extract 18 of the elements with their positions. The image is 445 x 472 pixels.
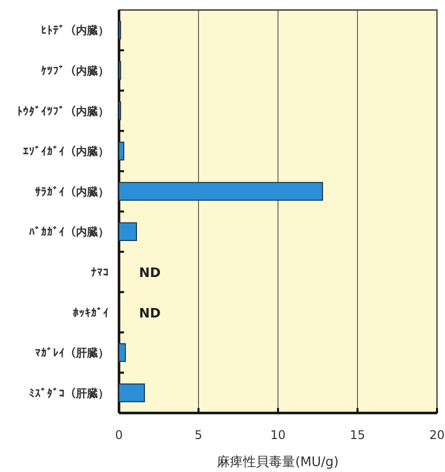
text: ND xyxy=(139,266,161,281)
y-tick-label: ｴｿﾞｲｶﾞｲ（内臓） xyxy=(23,145,109,158)
text: ND xyxy=(139,306,161,322)
y-tick-label: ﾐｽﾞﾀﾞｺ（肝臓） xyxy=(29,386,109,400)
y-tick-label: ﾄｳﾀﾞｲﾂﾌﾞ（内臓） xyxy=(17,104,109,118)
y-tick-label: ﾊﾞｶｶﾞｲ（内臓） xyxy=(29,226,109,239)
y-tick-label: ｹﾂﾌﾞ（内臓） xyxy=(41,64,109,78)
y-tick-label: ﾎｯｷｶﾞｲ xyxy=(73,306,109,320)
x-tick-label: 20 xyxy=(429,428,445,442)
y-tick-label: ｻﾗｶﾞｲ（内臓） xyxy=(35,185,109,198)
y-tick-label: ﾅﾏｺ xyxy=(91,266,109,279)
x-tick-label: 10 xyxy=(270,428,286,442)
x-tick-label: 5 xyxy=(194,428,202,442)
x-tick-label: 15 xyxy=(350,428,366,442)
y-tick-label: ﾋﾄﾃﾞ（内臓） xyxy=(41,24,109,38)
x-tick-label: 0 xyxy=(115,428,123,442)
x-axis-title: 麻痺性貝毒量(MU/g) xyxy=(217,455,339,470)
y-tick-label: ﾏｶﾞﾚｲ（肝臓） xyxy=(35,346,109,360)
